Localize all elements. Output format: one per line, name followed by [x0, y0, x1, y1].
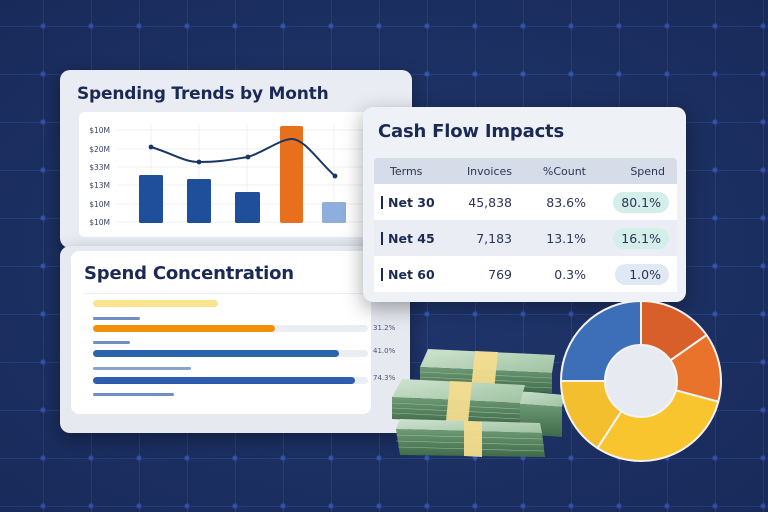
- trend-line-points: [148, 144, 338, 179]
- bar-month-5: [322, 202, 346, 223]
- donut-segment-3: [596, 379, 720, 462]
- row-label-placeholder: [93, 393, 174, 396]
- table-row[interactable]: Net 30 45,838 83.6% 80.1%: [374, 184, 677, 220]
- y-tick-label: $10M: [89, 126, 110, 135]
- bar-month-1: [139, 175, 163, 223]
- y-axis-labels: $10M $20M $33M $13M $10M $10M: [89, 126, 110, 227]
- concentration-value-3: 74.3%: [373, 374, 396, 382]
- trend-line: [150, 137, 336, 177]
- invoices-cell: 45,838: [468, 194, 512, 210]
- count-cell: 0.3%: [554, 266, 586, 282]
- column-header-terms[interactable]: Terms: [390, 164, 423, 178]
- invoices-cell: 769: [488, 266, 512, 282]
- bar-month-3: [235, 192, 260, 223]
- row-marker: [381, 267, 383, 281]
- term-cell: Net 30: [388, 194, 435, 210]
- y-tick-label: $13M: [89, 181, 110, 190]
- bar-month-4: [280, 126, 303, 223]
- term-cell: Net 60: [388, 266, 435, 282]
- row-marker: [381, 231, 383, 245]
- spend-badge: 80.1%: [613, 191, 669, 213]
- concentration-bar-3: [93, 377, 355, 384]
- donut-center: [604, 344, 678, 418]
- cash-flow-table: Terms Invoices %Count Spend Net 30 45,83…: [374, 158, 677, 292]
- row-label-placeholder: [93, 317, 140, 320]
- row-label-placeholder: [93, 341, 130, 344]
- table-header: Terms Invoices %Count Spend: [374, 158, 677, 184]
- row-marker: [381, 195, 383, 209]
- term-cell: Net 45: [388, 230, 435, 246]
- divider: [84, 293, 374, 294]
- y-tick-label: $33M: [89, 163, 110, 172]
- y-tick-label: $10M: [89, 218, 110, 227]
- combo-chart: $10M $20M $33M $13M $10M $10M: [89, 124, 363, 227]
- concentration-value-2: 41.0%: [373, 347, 396, 355]
- cash-flow-card: Cash Flow Impacts Terms Invoices %Count …: [363, 107, 686, 302]
- table-row[interactable]: Net 45 7,183 13.1% 16.1%: [374, 220, 677, 256]
- count-cell: 13.1%: [546, 230, 586, 246]
- column-header-invoices[interactable]: Invoices: [466, 164, 512, 178]
- table-row[interactable]: Net 60 769 0.3% 1.0%: [374, 256, 677, 292]
- spending-trends-chart: $10M $20M $33M $13M $10M $10M: [79, 112, 369, 237]
- money-stack-icon: [391, 349, 565, 457]
- spend-concentration-title: Spend Concentration: [84, 263, 294, 284]
- invoices-cell: 7,183: [476, 230, 512, 246]
- donut-chart: [559, 299, 722, 462]
- header-bar-highlight: [93, 300, 218, 307]
- spending-trends-title: Spending Trends by Month: [77, 84, 329, 104]
- y-tick-label: $20M: [89, 145, 110, 154]
- spend-concentration-panel: [71, 251, 371, 414]
- row-label-placeholder: [93, 367, 191, 370]
- spend-badge: 1.0%: [615, 263, 669, 285]
- cash-flow-title: Cash Flow Impacts: [378, 121, 564, 142]
- chart-bars: [139, 126, 346, 223]
- column-header-count[interactable]: %Count: [542, 164, 586, 178]
- y-tick-label: $10M: [89, 200, 110, 209]
- concentration-bar-2: [93, 350, 339, 357]
- column-header-spend[interactable]: Spend: [630, 164, 665, 178]
- count-cell: 83.6%: [546, 194, 586, 210]
- concentration-bar-1: [93, 325, 275, 332]
- spending-trends-card: Spending Trends by Month $10M $20M: [60, 70, 412, 248]
- concentration-value-1: 31.2%: [373, 324, 396, 332]
- bar-month-2: [187, 179, 211, 223]
- spend-badge: 16.1%: [613, 227, 669, 249]
